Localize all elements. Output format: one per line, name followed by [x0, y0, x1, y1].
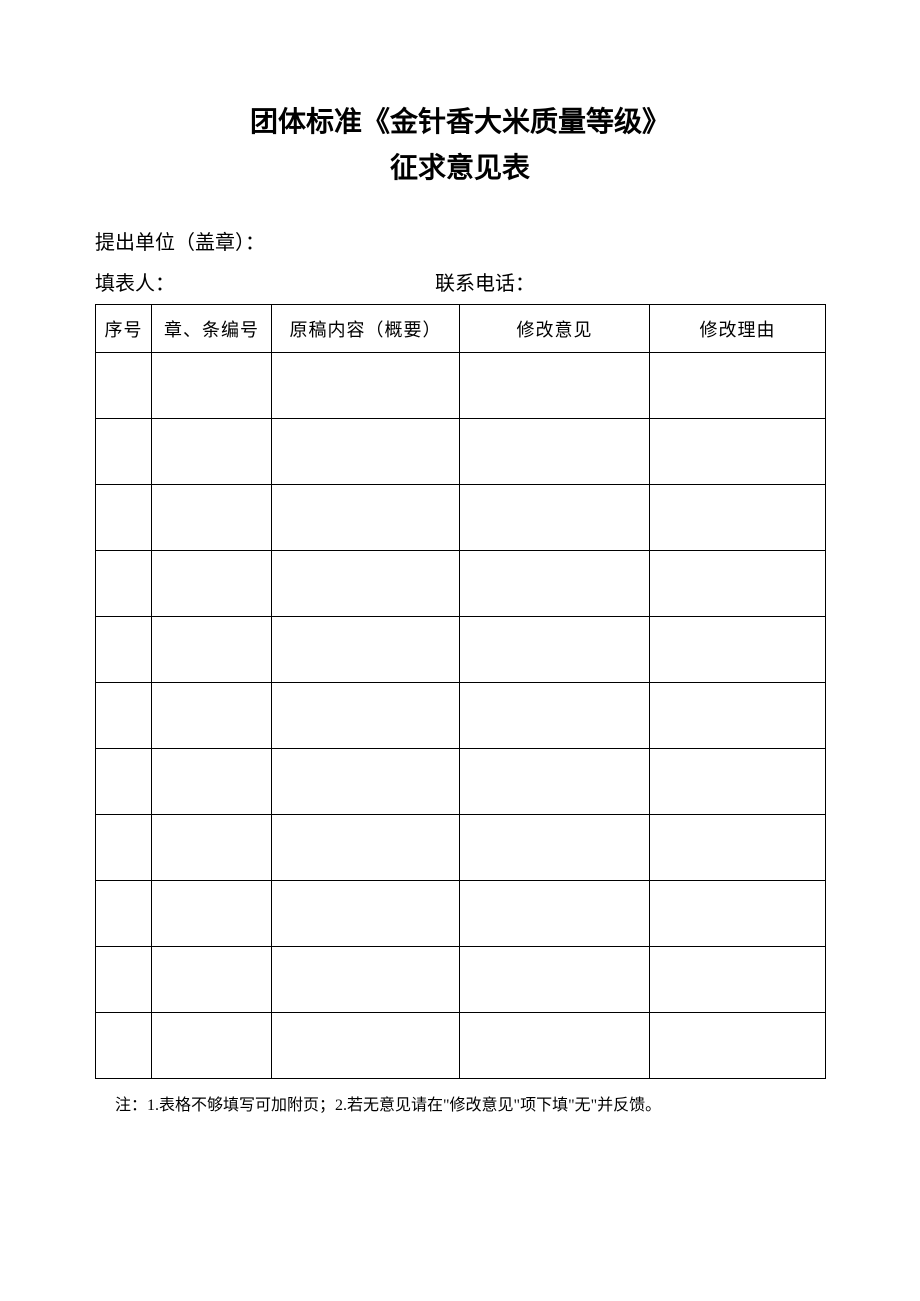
table-row [96, 617, 826, 683]
table-row [96, 1013, 826, 1079]
cell [152, 419, 272, 485]
cell [152, 1013, 272, 1079]
table-row [96, 485, 826, 551]
cell [152, 881, 272, 947]
cell [152, 815, 272, 881]
cell [272, 419, 460, 485]
col-header-reason: 修改理由 [650, 305, 826, 353]
cell [152, 617, 272, 683]
cell [650, 419, 826, 485]
cell [460, 749, 650, 815]
title-line2: 征求意见表 [95, 146, 825, 186]
cell [272, 617, 460, 683]
title-line1: 团体标准《金针香大米质量等级》 [95, 100, 825, 140]
cell [96, 551, 152, 617]
filler-phone-row: 填表人： 联系电话： [95, 267, 825, 296]
table-row [96, 683, 826, 749]
cell [96, 881, 152, 947]
cell [650, 815, 826, 881]
table-row [96, 815, 826, 881]
cell [650, 485, 826, 551]
cell [272, 353, 460, 419]
cell [650, 551, 826, 617]
table-row [96, 881, 826, 947]
col-header-seq: 序号 [96, 305, 152, 353]
col-header-content: 原稿内容（概要） [272, 305, 460, 353]
cell [96, 1013, 152, 1079]
table-header-row: 序号 章、条编号 原稿内容（概要） 修改意见 修改理由 [96, 305, 826, 353]
cell [272, 947, 460, 1013]
cell [650, 947, 826, 1013]
table-row [96, 353, 826, 419]
col-header-chapter: 章、条编号 [152, 305, 272, 353]
cell [460, 617, 650, 683]
org-label: 提出单位（盖章）： [95, 232, 265, 254]
cell [650, 1013, 826, 1079]
cell [96, 353, 152, 419]
cell [460, 1013, 650, 1079]
cell [96, 485, 152, 551]
cell [152, 551, 272, 617]
filler-label: 填表人： [95, 267, 435, 296]
table-row [96, 749, 826, 815]
org-line: 提出单位（盖章）： [95, 226, 825, 255]
phone-label: 联系电话： [435, 267, 825, 296]
cell [272, 749, 460, 815]
cell [460, 353, 650, 419]
cell [96, 947, 152, 1013]
cell [272, 815, 460, 881]
table-body [96, 353, 826, 1079]
cell [460, 683, 650, 749]
feedback-table: 序号 章、条编号 原稿内容（概要） 修改意见 修改理由 [95, 304, 826, 1079]
table-row [96, 419, 826, 485]
cell [152, 749, 272, 815]
cell [96, 683, 152, 749]
table-row [96, 551, 826, 617]
cell [650, 881, 826, 947]
cell [152, 683, 272, 749]
cell [96, 617, 152, 683]
cell [152, 947, 272, 1013]
cell [272, 1013, 460, 1079]
cell [460, 881, 650, 947]
title-section: 团体标准《金针香大米质量等级》 征求意见表 [95, 100, 825, 186]
cell [152, 485, 272, 551]
cell [650, 749, 826, 815]
cell [272, 881, 460, 947]
cell [460, 485, 650, 551]
cell [272, 683, 460, 749]
cell [650, 683, 826, 749]
cell [272, 485, 460, 551]
col-header-opinion: 修改意见 [460, 305, 650, 353]
cell [272, 551, 460, 617]
cell [650, 353, 826, 419]
cell [460, 947, 650, 1013]
cell [96, 749, 152, 815]
cell [96, 419, 152, 485]
cell [460, 815, 650, 881]
cell [152, 353, 272, 419]
cell [96, 815, 152, 881]
cell [460, 551, 650, 617]
cell [460, 419, 650, 485]
table-row [96, 947, 826, 1013]
cell [650, 617, 826, 683]
footnote: 注：1.表格不够填写可加附页；2.若无意见请在"修改意见"项下填"无"并反馈。 [95, 1091, 825, 1115]
